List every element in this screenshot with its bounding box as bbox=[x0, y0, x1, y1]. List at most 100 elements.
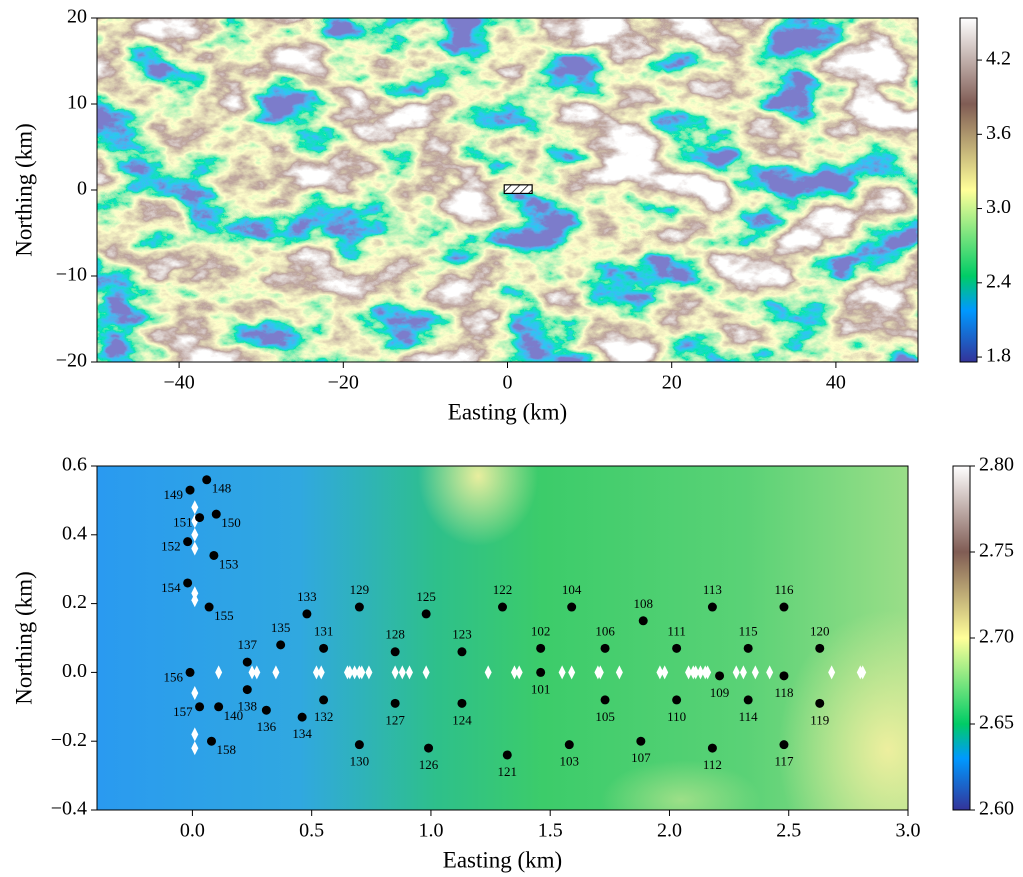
station-label: 103 bbox=[560, 754, 580, 769]
station-label: 101 bbox=[531, 681, 551, 696]
y-tick-label: −0.2 bbox=[51, 729, 87, 751]
station-point bbox=[186, 486, 195, 495]
y-tick-label: −0.4 bbox=[51, 798, 87, 820]
y-tick-label: −20 bbox=[56, 350, 87, 372]
station-label: 105 bbox=[595, 709, 615, 724]
station-label: 121 bbox=[498, 764, 518, 779]
station-point bbox=[355, 740, 364, 749]
station-label: 131 bbox=[314, 623, 334, 638]
y-tick-label: 0.6 bbox=[62, 454, 87, 476]
colorbar-tick-label: 2.4 bbox=[986, 270, 1011, 292]
density-anomaly bbox=[418, 406, 538, 546]
station-label: 118 bbox=[774, 685, 793, 700]
station-label: 117 bbox=[774, 754, 794, 769]
station-point bbox=[503, 750, 512, 759]
station-label: 132 bbox=[314, 709, 334, 724]
station-point bbox=[424, 744, 433, 753]
station-point bbox=[601, 644, 610, 653]
station-label: 125 bbox=[416, 589, 436, 604]
station-point bbox=[355, 603, 364, 612]
station-point bbox=[212, 510, 221, 519]
station-point bbox=[779, 671, 788, 680]
station-label: 110 bbox=[667, 709, 686, 724]
station-point bbox=[183, 537, 192, 546]
x-axis-label: Easting (km) bbox=[443, 847, 562, 872]
station-label: 112 bbox=[703, 757, 722, 772]
station-label: 113 bbox=[703, 582, 722, 597]
station-point bbox=[536, 644, 545, 653]
colorbar-tick-label: 1.8 bbox=[986, 345, 1011, 367]
x-tick-label: 3.0 bbox=[896, 820, 921, 842]
station-point bbox=[567, 603, 576, 612]
station-point bbox=[209, 551, 218, 560]
station-label: 124 bbox=[452, 712, 472, 727]
y-tick-label: 0.0 bbox=[62, 660, 87, 682]
station-label: 148 bbox=[212, 481, 232, 496]
station-label: 128 bbox=[385, 627, 405, 642]
station-point bbox=[744, 695, 753, 704]
station-label: 122 bbox=[493, 582, 513, 597]
station-label: 111 bbox=[667, 623, 686, 638]
station-label: 123 bbox=[452, 627, 472, 642]
station-point bbox=[186, 668, 195, 677]
station-point bbox=[207, 737, 216, 746]
station-label: 135 bbox=[271, 620, 291, 635]
station-point bbox=[498, 603, 507, 612]
station-point bbox=[183, 578, 192, 587]
colorbar-tick-label: 2.70 bbox=[979, 626, 1014, 648]
station-label: 151 bbox=[173, 515, 193, 530]
x-tick-label: −20 bbox=[328, 372, 359, 394]
station-point bbox=[243, 685, 252, 694]
y-tick-label: 0.4 bbox=[62, 522, 87, 544]
station-label: 107 bbox=[631, 750, 651, 765]
station-label: 120 bbox=[810, 623, 830, 638]
colorbar-tick-label: 3.6 bbox=[986, 122, 1011, 144]
station-point bbox=[708, 744, 717, 753]
station-label: 136 bbox=[257, 719, 277, 734]
x-tick-label: 1.0 bbox=[418, 820, 443, 842]
station-point bbox=[672, 644, 681, 653]
x-tick-label: 1.5 bbox=[538, 820, 563, 842]
colorbar-tick-label: 2.75 bbox=[979, 540, 1014, 562]
station-label: 106 bbox=[595, 623, 615, 638]
station-label: 138 bbox=[238, 699, 258, 714]
plot-area bbox=[97, 406, 998, 877]
station-point bbox=[639, 616, 648, 625]
station-label: 108 bbox=[633, 596, 653, 611]
station-label: 152 bbox=[161, 539, 181, 554]
station-point bbox=[214, 702, 223, 711]
station-label: 157 bbox=[173, 704, 193, 719]
station-point bbox=[457, 647, 466, 656]
y-tick-label: 0.2 bbox=[62, 591, 87, 613]
station-point bbox=[422, 609, 431, 618]
station-point bbox=[779, 603, 788, 612]
x-tick-label: 0 bbox=[503, 372, 513, 394]
station-label: 104 bbox=[562, 582, 582, 597]
station-label: 126 bbox=[419, 757, 439, 772]
station-label: 149 bbox=[164, 487, 184, 502]
figure: −40−2002040−20−1001020Easting (km)Northi… bbox=[0, 0, 1023, 877]
colorbar-tick-label: 2.60 bbox=[979, 798, 1014, 820]
station-label: 119 bbox=[810, 712, 829, 727]
x-tick-label: 20 bbox=[662, 372, 682, 394]
station-label: 153 bbox=[219, 556, 239, 571]
study-area-box bbox=[504, 185, 532, 194]
station-label: 158 bbox=[216, 742, 236, 757]
station-label: 137 bbox=[238, 637, 258, 652]
station-label: 130 bbox=[350, 754, 370, 769]
x-tick-label: 40 bbox=[826, 372, 846, 394]
x-axis-label: Easting (km) bbox=[448, 399, 567, 424]
station-label: 154 bbox=[161, 580, 181, 595]
station-point bbox=[391, 647, 400, 656]
colorbar-tick-label: 3.0 bbox=[986, 196, 1011, 218]
station-point bbox=[195, 702, 204, 711]
station-point bbox=[302, 609, 311, 618]
y-axis-label: Northing (km) bbox=[11, 571, 36, 705]
station-label: 134 bbox=[292, 726, 312, 741]
y-axis-label: Northing (km) bbox=[11, 123, 36, 257]
station-point bbox=[536, 668, 545, 677]
station-label: 116 bbox=[774, 582, 794, 597]
station-point bbox=[744, 644, 753, 653]
station-point bbox=[391, 699, 400, 708]
station-point bbox=[815, 699, 824, 708]
